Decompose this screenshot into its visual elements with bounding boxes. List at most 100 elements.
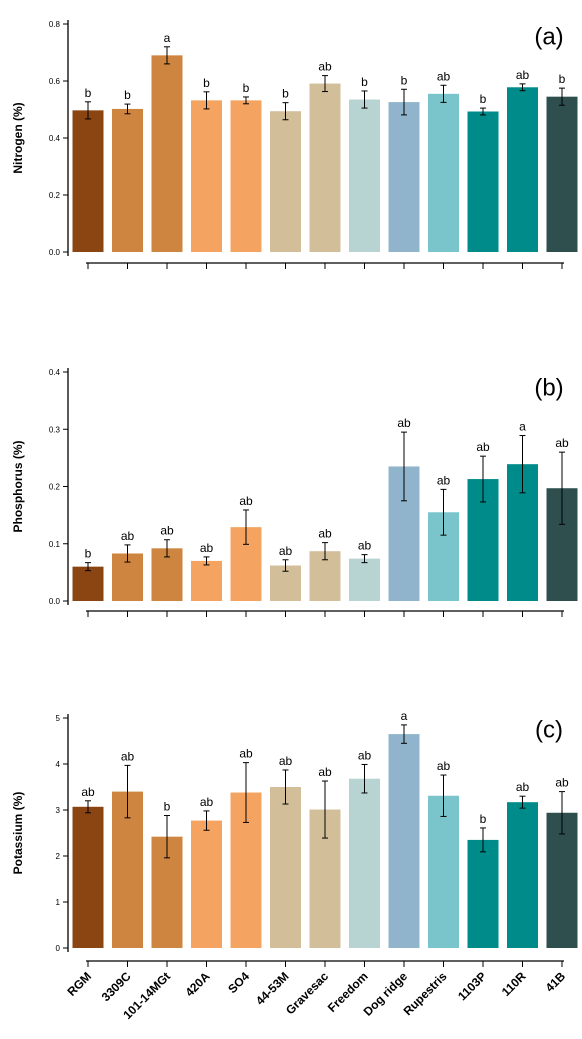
y-tick-label: 3 [56, 806, 61, 815]
significance-letter: a [401, 709, 408, 723]
y-tick-label: 1 [56, 898, 61, 907]
significance-letter: ab [239, 747, 253, 761]
significance-letter: ab [516, 68, 530, 82]
y-tick-label: 0.0 [49, 248, 61, 257]
category-label: Gravesac [283, 969, 331, 1017]
panel-label: (a) [534, 24, 563, 51]
significance-letter: b [282, 87, 289, 101]
bar-101-14mgt [151, 55, 183, 252]
category-label: Rupestris [401, 969, 450, 1018]
bar-rgm [72, 806, 104, 948]
category-label: 3309C [99, 969, 134, 1004]
y-tick-label: 0.4 [49, 134, 61, 143]
significance-letter: ab [279, 754, 293, 768]
bar-rgm [72, 110, 104, 252]
significance-letter: ab [121, 749, 135, 763]
y-tick-label: 0.0 [49, 597, 61, 606]
significance-letter: b [480, 92, 487, 106]
bar-44-53m [270, 787, 301, 948]
y-axis-title: Phosphorus (%) [11, 440, 25, 532]
bar-rgm [72, 566, 104, 601]
significance-letter: a [164, 31, 171, 45]
bar-dog-ridge [388, 102, 420, 252]
significance-letter: b [243, 81, 250, 95]
significance-letter: b [203, 76, 210, 90]
significance-letter: ab [437, 473, 451, 487]
significance-letter: ab [437, 69, 451, 83]
significance-letter: b [85, 547, 92, 561]
y-tick-label: 5 [56, 714, 61, 723]
y-tick-label: 0.8 [49, 20, 61, 29]
bar-freedom [349, 99, 380, 253]
y-tick-label: 0.2 [49, 483, 61, 492]
panel-label: (c) [535, 717, 563, 744]
y-tick-label: 0.6 [49, 77, 61, 86]
significance-letter: ab [160, 524, 174, 538]
bar-dog-ridge [388, 734, 420, 948]
bar-freedom [349, 778, 380, 948]
bar-420a [191, 100, 222, 252]
significance-letter: ab [318, 527, 332, 541]
panel-2: 0.0 0.1 0.2 0.3 0.4 Phosphorus (%) (b) b ab ab ab a… [11, 368, 578, 617]
category-label: 110R [499, 969, 529, 999]
bar-44-53m [270, 111, 301, 253]
significance-letter: b [480, 812, 487, 826]
bar-110r [507, 802, 538, 948]
bar-41b [546, 96, 578, 252]
significance-letter: ab [318, 765, 332, 779]
y-tick-label: 0 [56, 944, 61, 953]
bar-rupestris [428, 795, 459, 948]
bar-41b [546, 812, 578, 948]
y-axis-title: Nitrogen (%) [11, 102, 25, 173]
panel-3: 0 1 2 3 4 5 Potassium (%) (c) ab ab b ab ab ab ab ab a ab… [11, 709, 578, 967]
y-axis-title: Potassium (%) [11, 792, 25, 875]
bar-so4 [230, 100, 262, 252]
significance-letter: b [361, 75, 368, 89]
significance-letter: a [519, 420, 526, 434]
bar-gravesac [309, 83, 341, 252]
bar-rupestris [428, 93, 459, 252]
category-label: SO4 [225, 969, 252, 996]
significance-letter: ab [81, 785, 95, 799]
category-label: 420A [182, 969, 212, 999]
significance-letter: ab [279, 544, 293, 558]
significance-letter: ab [555, 436, 569, 450]
significance-letter: ab [555, 776, 569, 790]
significance-letter: ab [476, 440, 490, 454]
significance-letter: ab [358, 539, 372, 553]
significance-letter: ab [121, 529, 135, 543]
y-tick-label: 0.4 [49, 368, 61, 377]
y-tick-label: 0.3 [49, 425, 61, 434]
significance-letter: b [124, 88, 131, 102]
significance-letter: ab [437, 759, 451, 773]
significance-letter: ab [318, 60, 332, 74]
significance-letter: b [401, 73, 408, 87]
bar-420a [191, 560, 222, 601]
significance-letter: b [559, 72, 566, 86]
significance-letter: ab [397, 416, 411, 430]
bar-420a [191, 820, 222, 948]
significance-letter: ab [358, 748, 372, 762]
panel-label: (b) [534, 375, 563, 402]
bar-freedom [349, 558, 380, 601]
significance-letter: ab [200, 795, 214, 809]
y-tick-label: 0.1 [49, 540, 61, 549]
category-label: RGM [64, 969, 94, 999]
bar-3309c [112, 108, 143, 253]
category-label: 44-53M [253, 969, 292, 1008]
significance-letter: ab [239, 494, 253, 508]
bar-110r [507, 87, 538, 253]
category-label: 1103P [455, 969, 489, 1003]
significance-letter: b [164, 800, 171, 814]
bar-1103p [467, 111, 499, 253]
y-tick-label: 2 [56, 852, 61, 861]
bar-1103p [467, 839, 499, 948]
significance-letter: ab [516, 780, 530, 794]
significance-letter: ab [200, 541, 214, 555]
category-label: 41B [543, 969, 569, 995]
y-tick-label: 4 [56, 760, 61, 769]
